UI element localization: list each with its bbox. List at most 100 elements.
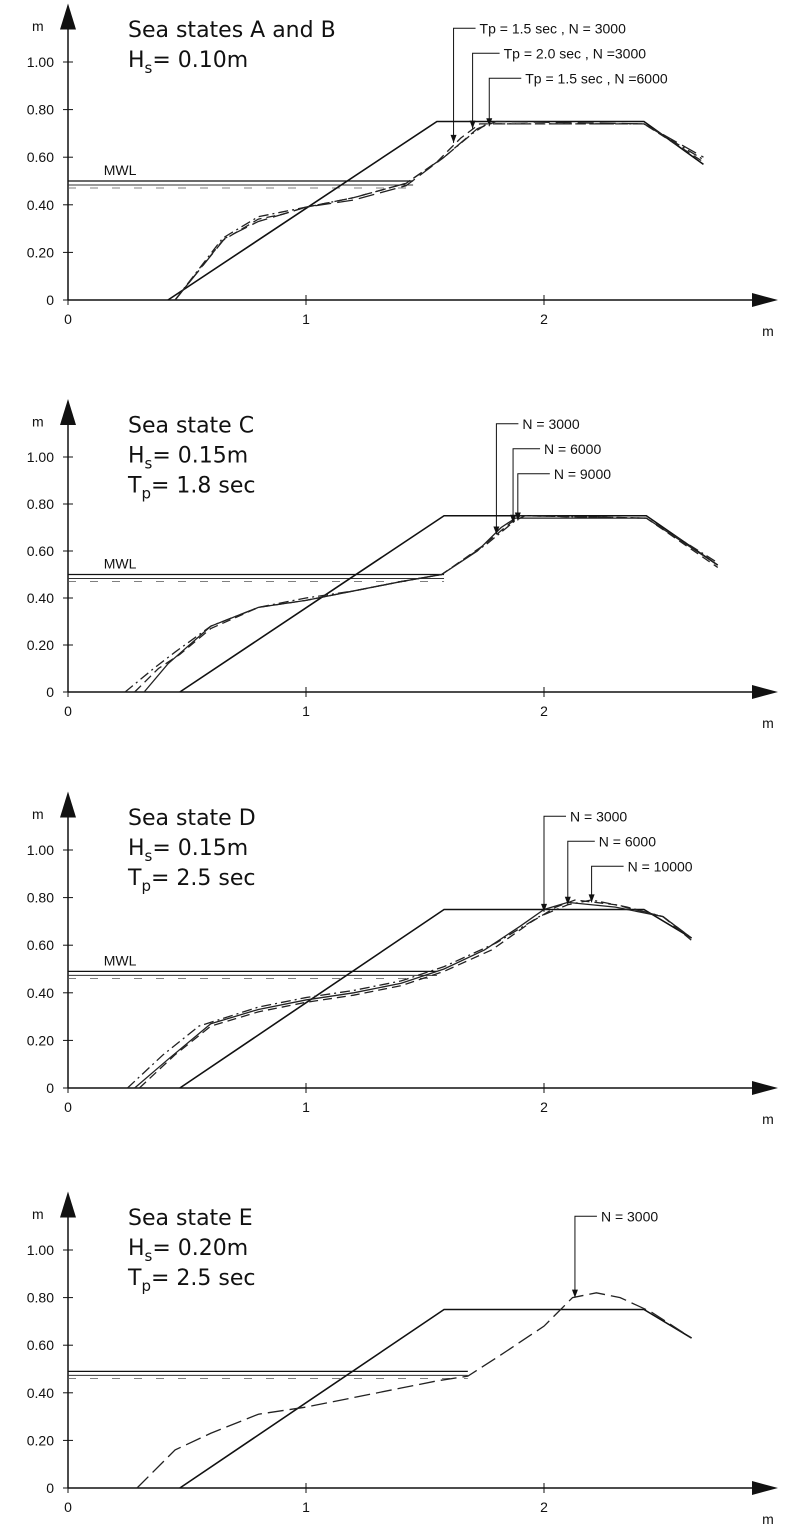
y-tick-label: 1.00: [27, 842, 54, 858]
x-axis-unit: m: [762, 323, 774, 339]
profile-series-3: [127, 899, 692, 1089]
chart-title-line: Sea state E: [128, 1206, 253, 1231]
chart-title-line: Hs= 0.15m: [128, 443, 248, 472]
y-tick-label: 0.20: [27, 637, 54, 653]
profile-series-1: [174, 123, 704, 301]
x-tick-label: 0: [64, 703, 72, 719]
chart-title-line: Tp= 2.5 sec: [127, 1266, 255, 1295]
y-axis-arrow: [60, 791, 76, 818]
x-tick-label: 1: [302, 1499, 310, 1515]
annotation-label: N = 10000: [628, 858, 693, 874]
y-axis-arrow: [60, 1191, 76, 1218]
y-tick-label: 0.60: [27, 543, 54, 559]
annotation-label: N = 3000: [522, 416, 579, 432]
chart-title-line: Hs= 0.20m: [128, 1236, 248, 1265]
y-tick-label: 0.60: [27, 937, 54, 953]
annotation-leader: [453, 27, 476, 143]
x-tick-label: 2: [540, 311, 548, 327]
annotation-leader: [543, 815, 566, 912]
x-tick-label: 2: [540, 1099, 548, 1115]
annotation-leader: [495, 423, 519, 535]
y-tick-label: 0.80: [27, 102, 54, 118]
chart-title-line: Sea state C: [128, 413, 254, 438]
annotation-label: Tp = 1.5 sec , N =6000: [525, 70, 668, 86]
annotation-arrowhead: [541, 903, 547, 912]
x-axis-unit: m: [762, 1511, 774, 1524]
y-tick-label: 1.00: [27, 1242, 54, 1258]
y-tick-label: 0.80: [27, 1290, 54, 1306]
y-tick-label: 0.40: [27, 1385, 54, 1401]
annotation-leader: [517, 473, 550, 521]
annotation-label: Tp = 1.5 sec , N = 3000: [480, 20, 627, 36]
annotation-leader: [472, 52, 500, 129]
mwl-label: MWL: [104, 952, 137, 968]
y-tick-label: 0.40: [27, 985, 54, 1001]
annotation-label: N = 3000: [601, 1208, 658, 1224]
y-tick-label: 0: [46, 292, 54, 308]
annotation-leader: [574, 1215, 597, 1298]
profile-series-1: [134, 901, 692, 1089]
y-tick-label: 0.40: [27, 590, 54, 606]
annotation-label: N = 6000: [544, 441, 601, 457]
x-tick-label: 1: [302, 703, 310, 719]
y-axis-arrow: [60, 3, 76, 30]
chart-panel-3: 0 0.20 0.40 0.60 0.80 1.00 0 1 2 m m Sea state D Hs=…: [27, 791, 778, 1127]
profile-series-3: [174, 120, 704, 301]
x-axis-arrow: [752, 1481, 778, 1495]
y-tick-label: 0.20: [27, 1432, 54, 1448]
chart-title-line: Tp= 1.8 sec: [127, 473, 255, 502]
x-axis-unit: m: [762, 1111, 774, 1127]
profile-series-2: [134, 515, 719, 693]
y-axis-unit: m: [32, 18, 44, 34]
annotation-arrowhead: [514, 512, 521, 521]
x-tick-label: 1: [302, 311, 310, 327]
y-axis-unit: m: [32, 1206, 44, 1222]
profile-series-1: [136, 1292, 692, 1489]
y-tick-label: 0.60: [27, 1337, 54, 1353]
y-tick-label: 0.80: [27, 496, 54, 512]
annotation-arrowhead: [571, 1289, 578, 1298]
y-tick-label: 0.20: [27, 244, 54, 260]
annotation-label: N = 9000: [554, 466, 611, 482]
annotation-leader: [591, 865, 624, 903]
chart-panel-4: 0 0.20 0.40 0.60 0.80 1.00 0 1 2 m m Sea state E Hs=…: [27, 1191, 778, 1524]
mwl-label: MWL: [104, 162, 137, 178]
y-tick-label: 0: [46, 1480, 54, 1496]
y-tick-label: 0.60: [27, 149, 54, 165]
x-axis-arrow: [752, 685, 778, 699]
annotation-label: Tp = 2.0 sec , N =3000: [504, 45, 647, 61]
chart-title-line: Sea states A and B: [128, 18, 336, 43]
annotation-label: N = 3000: [570, 808, 627, 824]
annotation-leader: [567, 840, 595, 905]
y-tick-label: 0: [46, 1080, 54, 1096]
y-tick-label: 0.40: [27, 197, 54, 213]
x-tick-label: 0: [64, 311, 72, 327]
x-axis-unit: m: [762, 715, 774, 731]
mwl-label: MWL: [104, 556, 137, 572]
original-profile-line: [179, 908, 692, 1089]
x-tick-label: 2: [540, 703, 548, 719]
profile-series-2: [138, 899, 692, 1089]
profile-series-1: [143, 517, 719, 693]
annotation-leader: [512, 448, 541, 523]
y-tick-label: 1.00: [27, 54, 54, 70]
annotation-arrowhead: [510, 514, 517, 523]
profile-series-3: [124, 515, 719, 693]
x-axis-arrow: [752, 1081, 778, 1095]
original-profile-line: [167, 120, 704, 301]
y-tick-label: 0.20: [27, 1032, 54, 1048]
annotation-arrowhead: [469, 120, 476, 129]
x-axis-arrow: [752, 293, 778, 307]
annotation-arrowhead: [450, 134, 457, 143]
x-tick-label: 0: [64, 1499, 72, 1515]
y-axis-unit: m: [32, 806, 44, 822]
annotation-leader: [488, 77, 522, 127]
chart-title-line: Tp= 2.5 sec: [127, 866, 255, 895]
y-tick-label: 0.80: [27, 890, 54, 906]
x-tick-label: 2: [540, 1499, 548, 1515]
chart-panel-2: 0 0.20 0.40 0.60 0.80 1.00 0 1 2 m m Sea state C Hs=…: [27, 399, 778, 731]
annotation-arrowhead: [564, 896, 571, 905]
y-tick-label: 1.00: [27, 449, 54, 465]
y-axis-arrow: [60, 399, 76, 426]
